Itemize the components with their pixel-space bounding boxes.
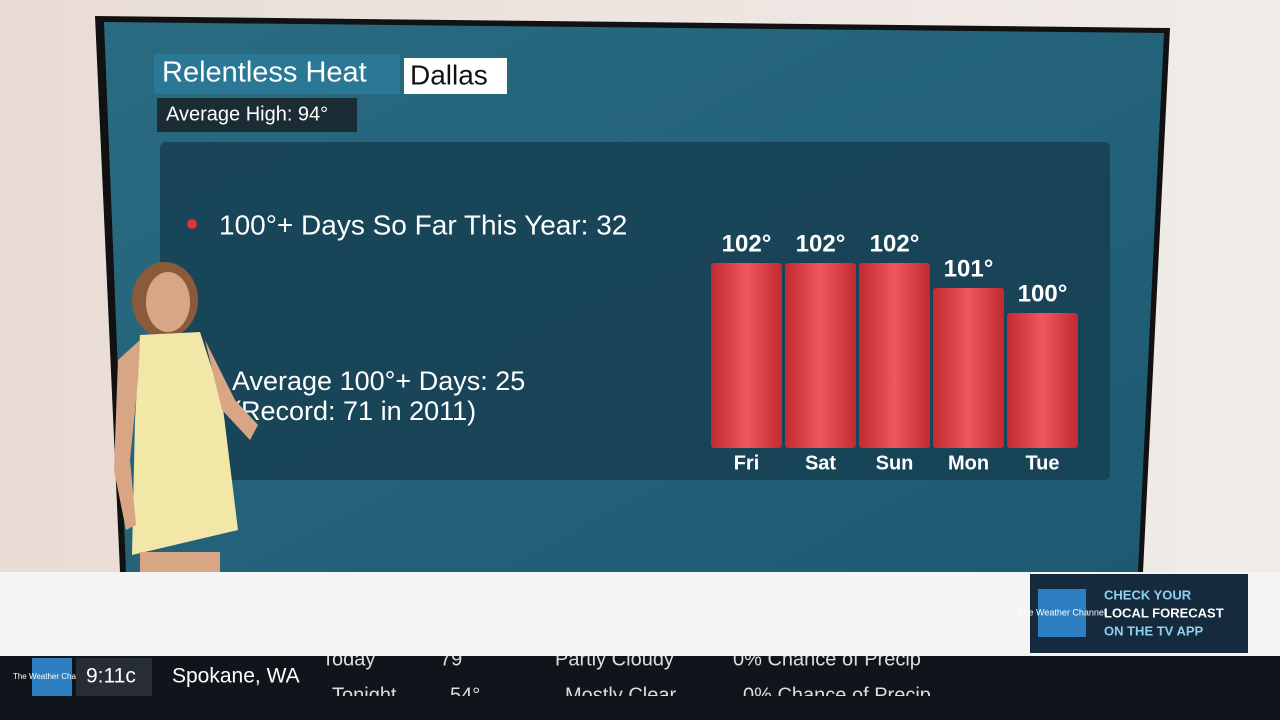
city-box	[404, 58, 507, 94]
ticker-text: Mostly Clear	[565, 684, 676, 706]
ad-logo	[1038, 589, 1086, 637]
title: Relentless Heat	[162, 57, 367, 89]
category-label: Mon	[948, 452, 989, 474]
value-label: 101°	[944, 255, 994, 282]
dress	[132, 332, 238, 555]
ad-line: ON THE TV APP	[1104, 623, 1204, 638]
location: Spokane, WA	[172, 665, 300, 688]
category-label: Fri	[734, 452, 760, 474]
time-box	[76, 658, 152, 696]
subtitle-box	[157, 98, 357, 132]
bar	[1007, 313, 1078, 448]
bar-chart: 102° Fri 102° Sat 102° Sun 101° Mon 100° Tue	[711, 230, 1078, 474]
ticker-text: 79	[440, 648, 462, 670]
presenter	[114, 262, 258, 572]
bullet-dot	[187, 219, 197, 229]
bar	[785, 263, 856, 448]
ticker-text: 0% Chance of Precip	[743, 684, 931, 706]
average-text: Average 100°+ Days: 25	[232, 366, 525, 396]
value-label: 102°	[722, 230, 772, 257]
logo	[32, 658, 72, 696]
legs	[140, 552, 220, 572]
ticker-rows: Today 79 Partly Cloudy 0% Chance of Precip T…	[322, 648, 931, 706]
ad-line: LOCAL FORECAST	[1104, 605, 1224, 620]
category-label: Sat	[805, 452, 836, 474]
category-label: Sun	[876, 452, 914, 474]
value-label: 100°	[1018, 280, 1068, 307]
bar	[859, 263, 930, 448]
ticker-text: Today	[322, 648, 375, 670]
bar	[933, 288, 1004, 448]
face	[146, 272, 190, 332]
category-label: Tue	[1025, 452, 1059, 474]
arm	[205, 340, 258, 440]
ticker-text: 54°	[450, 684, 480, 706]
bullet-text: 100°+ Days So Far This Year: 32	[219, 209, 627, 240]
city: Dallas	[410, 59, 488, 90]
ad-line: CHECK YOUR	[1104, 587, 1192, 602]
value-label: 102°	[870, 230, 920, 257]
value-label: 102°	[796, 230, 846, 257]
ticker-bar	[0, 656, 1280, 720]
time: 9:11c	[86, 665, 136, 688]
subtitle: Average High: 94°	[166, 103, 328, 125]
logo-text: The Weather Channel	[13, 672, 91, 681]
arm	[114, 340, 140, 530]
ticker-text: Partly Cloudy	[555, 648, 674, 670]
bar	[711, 263, 782, 448]
ad-logo-text: The Weather Channel	[1018, 607, 1106, 617]
ticker-text: Tonight	[332, 684, 397, 706]
ticker-text: 0% Chance of Precip	[733, 648, 921, 670]
record-text: (Record: 71 in 2011)	[232, 396, 476, 426]
title-box	[154, 54, 400, 94]
